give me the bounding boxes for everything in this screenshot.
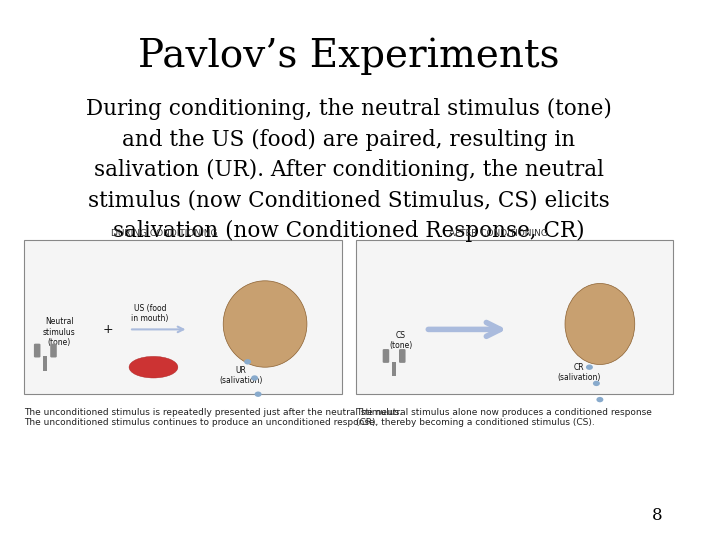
Text: AFTER CONDITIONING: AFTER CONDITIONING [449,228,548,238]
FancyBboxPatch shape [356,240,673,394]
Text: +: + [103,323,114,336]
Circle shape [251,375,258,381]
FancyBboxPatch shape [392,362,396,376]
Text: 8: 8 [652,507,662,524]
FancyBboxPatch shape [382,349,390,363]
Text: DURING CONDITIONING: DURING CONDITIONING [111,228,217,238]
FancyBboxPatch shape [399,349,405,363]
Ellipse shape [129,356,178,378]
Text: CS
(tone): CS (tone) [390,330,413,350]
Text: CR
(salivation): CR (salivation) [557,363,600,382]
Circle shape [596,397,603,402]
Text: Neutral
stimulus
(tone): Neutral stimulus (tone) [43,317,76,347]
Text: UR
(salivation): UR (salivation) [219,366,262,385]
Text: The unconditioned stimulus is repeatedly presented just after the neutral stimul: The unconditioned stimulus is repeatedly… [24,408,402,427]
Circle shape [593,381,600,386]
Circle shape [244,359,251,364]
Text: US (food
in mouth): US (food in mouth) [131,303,168,323]
FancyBboxPatch shape [50,343,57,357]
FancyBboxPatch shape [43,356,48,371]
FancyBboxPatch shape [24,240,342,394]
Circle shape [586,364,593,370]
Text: Pavlov’s Experiments: Pavlov’s Experiments [138,38,559,75]
FancyBboxPatch shape [34,343,40,357]
Ellipse shape [223,281,307,367]
Circle shape [255,392,261,397]
Ellipse shape [565,284,635,364]
Text: During conditioning, the neutral stimulus (tone)
and the US (food) are paired, r: During conditioning, the neutral stimulu… [86,98,612,242]
Text: The neutral stimulus alone now produces a conditioned response
(CR), thereby bec: The neutral stimulus alone now produces … [356,408,652,427]
